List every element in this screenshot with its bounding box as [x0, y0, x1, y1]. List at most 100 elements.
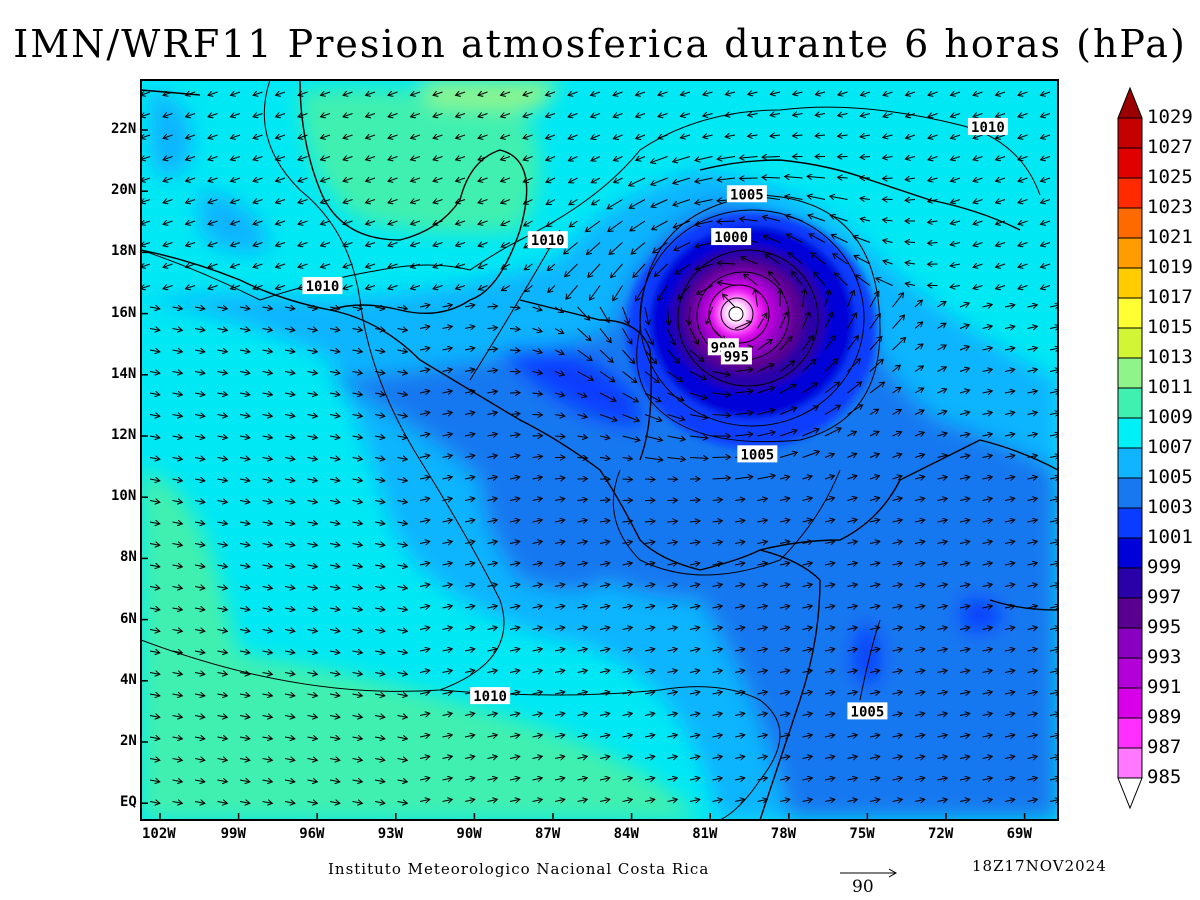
wind-arrow [509, 414, 520, 415]
wind-arrow [608, 220, 623, 232]
wind-arrow [706, 306, 713, 324]
wind-arrow [1049, 477, 1058, 479]
wind-arrow [757, 340, 773, 351]
wind-arrow [217, 479, 228, 481]
wind-arrow [847, 290, 855, 308]
wind-arrow [366, 264, 376, 267]
wind-arrow [419, 520, 430, 522]
wind-arrow [186, 92, 196, 95]
wind-arrow [411, 243, 421, 246]
wind-arrow [239, 415, 250, 417]
wind-arrow [239, 393, 250, 395]
wind-arrow [815, 114, 826, 116]
wind-arrow [321, 243, 331, 246]
wind-arrow [695, 242, 713, 247]
wind-arrow [329, 544, 340, 546]
wind-arrow [1049, 391, 1058, 393]
wind-arrow [298, 221, 308, 224]
wind-arrow [276, 135, 286, 138]
wind-arrow [717, 221, 736, 222]
wind-arrow [802, 336, 814, 351]
wind-arrow [208, 157, 218, 160]
wind-arrow [231, 243, 241, 246]
wind-arrow [374, 372, 385, 374]
wind-arrow [950, 286, 961, 288]
colorbar-segment [1117, 237, 1143, 269]
wind-arrow [554, 478, 565, 479]
colorbar-segment [1117, 567, 1143, 599]
wind-arrow [194, 522, 205, 524]
wind-arrow [172, 522, 183, 524]
wind-arrow [374, 458, 385, 460]
wind-arrow [442, 584, 453, 586]
wind-arrow [194, 479, 205, 481]
wind-arrow [996, 135, 1006, 138]
wind-arrow [554, 415, 565, 417]
wind-arrow [950, 264, 961, 266]
wind-arrow [397, 587, 408, 589]
wind-arrow [141, 178, 151, 181]
wind-arrow [307, 329, 318, 331]
wind-arrow [284, 307, 295, 309]
wind-arrow [456, 92, 466, 95]
wind-arrow [689, 328, 698, 345]
wind-arrow [892, 432, 902, 436]
wind-arrow [802, 498, 813, 501]
wind-arrow [892, 476, 903, 479]
wind-arrow [1018, 243, 1028, 246]
wind-arrow [568, 135, 578, 139]
wind-arrow [869, 498, 880, 501]
wind-arrow [523, 114, 533, 117]
wind-arrow [779, 498, 790, 500]
wind-arrow [959, 584, 970, 586]
wind-arrow [959, 541, 970, 543]
wind-arrow [1041, 264, 1051, 267]
lon-tick-label: 69W [1006, 826, 1032, 842]
wind-arrow [231, 157, 241, 160]
wind-arrow [411, 157, 421, 160]
wind-arrow [1049, 520, 1058, 522]
wind-arrow [509, 563, 520, 565]
wind-arrow [419, 498, 430, 500]
wind-arrow [239, 350, 250, 352]
wind-arrow [239, 307, 250, 309]
wind-arrow [950, 221, 961, 224]
wind-arrow [343, 114, 353, 117]
wind-arrow [186, 157, 196, 160]
wind-arrow [509, 498, 520, 500]
wind-arrow [501, 242, 511, 248]
wind-arrow [217, 436, 228, 438]
wind-arrow [591, 114, 601, 118]
wind-arrow [239, 436, 250, 438]
wind-arrow [366, 200, 376, 203]
wind-arrow [644, 349, 657, 364]
wind-arrow [343, 178, 353, 181]
svg-text:1010: 1010 [971, 120, 1005, 136]
wind-arrow [734, 321, 752, 329]
wind-arrow [284, 565, 295, 567]
wind-arrow [757, 410, 775, 415]
wind-arrow [149, 372, 160, 374]
wind-arrow [667, 414, 685, 420]
wind-arrow [149, 415, 160, 417]
wind-arrow [374, 393, 385, 395]
wind-arrow [352, 479, 363, 481]
wind-arrow [770, 114, 781, 116]
wind-arrow [262, 458, 273, 460]
wind-arrow [411, 264, 421, 267]
wind-arrow [276, 157, 286, 160]
wind-arrow [172, 436, 183, 438]
wind-arrow [388, 114, 398, 117]
wind-arrow [928, 178, 938, 181]
wind-arrow [668, 306, 669, 325]
wind-arrow [757, 364, 774, 372]
wind-arrow [397, 522, 408, 524]
wind-arrow [914, 388, 924, 394]
wind-arrow [194, 329, 205, 331]
wind-arrow [163, 221, 173, 224]
wind-arrow [1027, 412, 1038, 414]
wind-arrow [779, 563, 790, 565]
wind-arrow [689, 563, 700, 565]
wind-arrow [217, 415, 228, 417]
